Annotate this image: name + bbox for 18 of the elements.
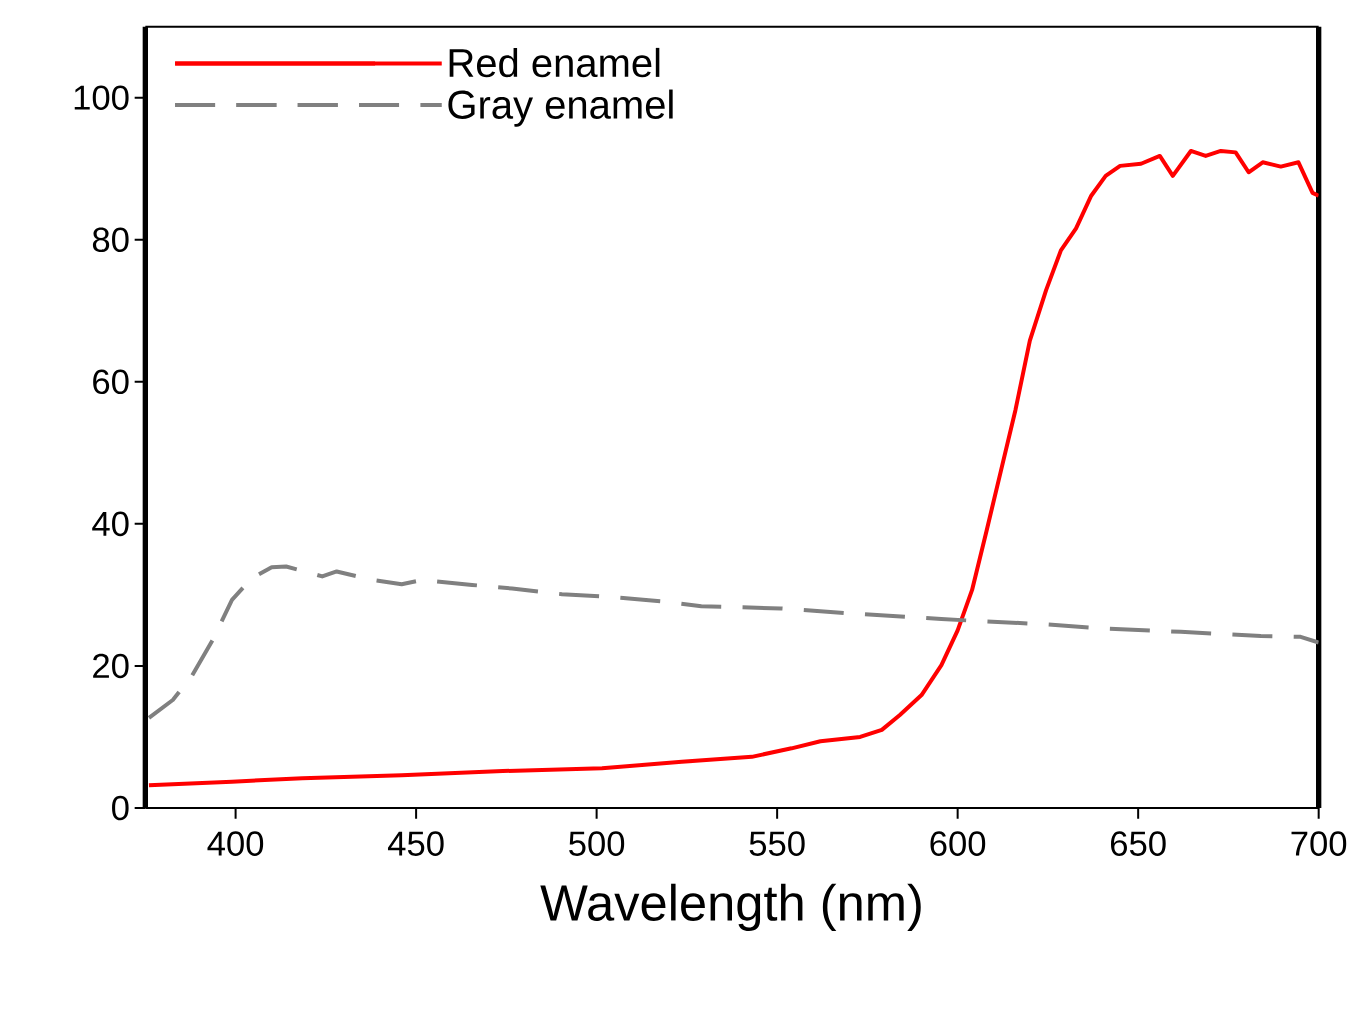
line-series <box>146 564 1319 720</box>
x-axis-title: Wavelength (nm) <box>540 883 921 931</box>
y-tick-label: 80 <box>92 227 129 253</box>
line-series <box>146 148 1319 788</box>
x-tick-label: 500 <box>569 831 625 856</box>
x-tick-label: 650 <box>1111 831 1166 856</box>
y-tick-label: 20 <box>93 653 129 679</box>
legend-label: Red enamel <box>449 47 660 78</box>
y-tick-label: 60 <box>93 369 129 395</box>
x-tick-label: 600 <box>930 831 986 856</box>
x-tick-label: 400 <box>207 831 264 856</box>
y-tick-label: 100 <box>74 85 129 110</box>
y-tick-label: 40 <box>92 511 129 537</box>
y-tick-label: 0 <box>112 795 129 821</box>
x-tick-label: 450 <box>387 831 444 856</box>
legend-label: Gray enamel <box>448 89 673 127</box>
x-tick-label: 700 <box>1291 831 1347 856</box>
x-tick-label: 550 <box>749 831 805 856</box>
